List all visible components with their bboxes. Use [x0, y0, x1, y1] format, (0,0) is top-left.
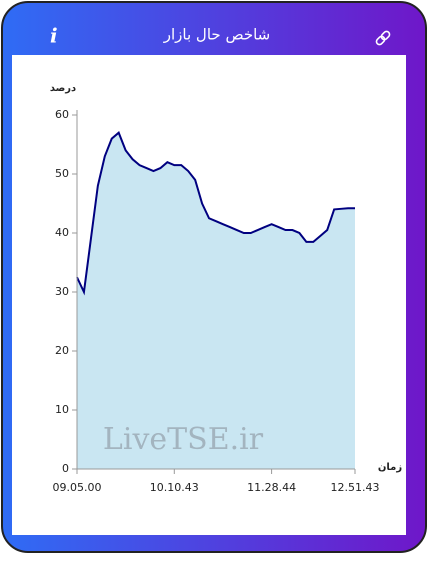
x-tick-label: 10.10.43: [150, 481, 199, 494]
link-button[interactable]: [375, 30, 391, 46]
plot: 0 10 20 30 40 50 60 09.05.00 10.10.43 11.28.44 12.…: [50, 83, 403, 494]
area: [77, 132, 355, 469]
y-axis-label: درصد: [50, 83, 76, 94]
y-tick-label: 20: [55, 344, 69, 357]
y-tick-label: 10: [55, 403, 69, 416]
x-tick-label: 11.28.44: [247, 481, 296, 494]
title: شاخص حال بازار: [163, 26, 270, 44]
y-tick-label: 60: [55, 108, 69, 121]
y-tick-label: 30: [55, 285, 69, 298]
y-tick-label: 0: [62, 462, 69, 475]
x-tick-label: 09.05.00: [53, 481, 102, 494]
x-axis-label: زمان: [378, 462, 402, 473]
y-tick-label: 50: [55, 167, 69, 180]
y-tick-label: 40: [55, 226, 69, 239]
watermark: LiveTSE.ir: [103, 422, 264, 457]
x-tick-label: 12.51.43: [331, 481, 380, 494]
info-button[interactable]: i: [50, 24, 58, 48]
line: [76, 131, 355, 296]
